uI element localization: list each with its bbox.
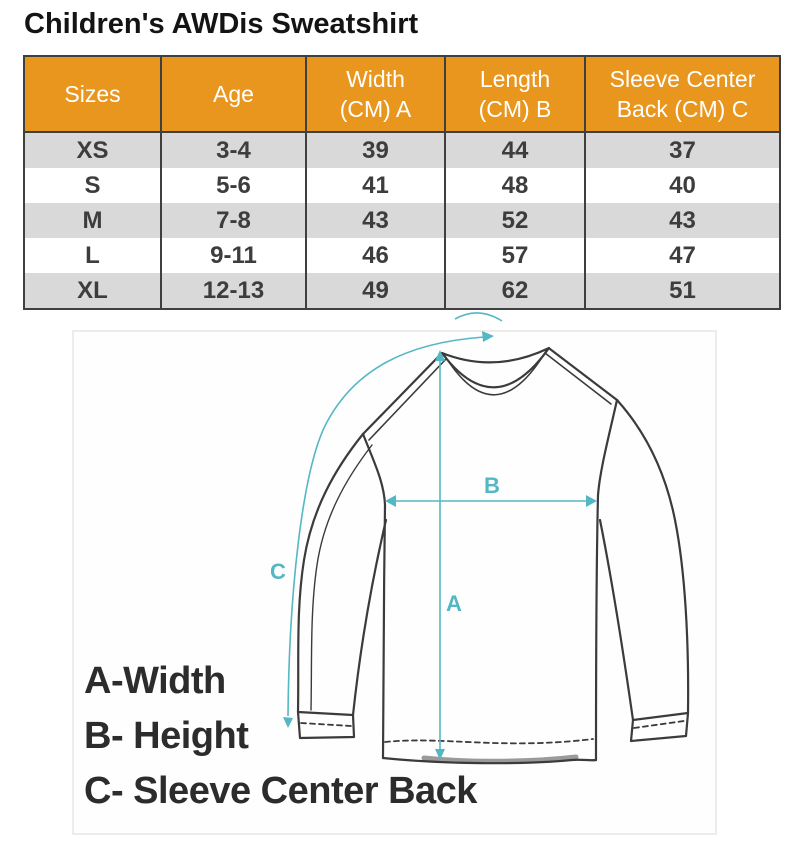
length-cell: 62 (444, 273, 585, 309)
header-cell-sizes: Sizes (24, 56, 161, 133)
measure-label-a: A (446, 591, 462, 616)
legend-line-height: B- Height (84, 715, 249, 757)
width-cell: 39 (305, 132, 445, 168)
header-label: Length (479, 66, 551, 92)
width-cell: 43 (305, 203, 445, 238)
sleeve-cell: 47 (584, 238, 780, 273)
legend-line-sleeve: C- Sleeve Center Back (84, 770, 477, 812)
header-cell-sleeve: Sleeve Center Back (CM) C (584, 56, 780, 133)
measure-line-c: C (270, 312, 503, 728)
sleeve-cell: 51 (584, 273, 780, 309)
header-label: (CM) A (339, 96, 412, 122)
size-cell: M (24, 203, 161, 238)
size-table: Sizes Age Width (CM) A Length (CM) B Sle… (23, 55, 781, 310)
sleeve-cell: 40 (584, 168, 780, 203)
sleeve-cell: 37 (584, 132, 780, 168)
table-row-l: L 9-11 46 57 47 (24, 238, 780, 273)
size-cell: XL (24, 273, 161, 309)
table-row-m: M 7-8 43 52 43 (24, 203, 780, 238)
width-cell: 46 (305, 238, 445, 273)
header-label: (CM) B (478, 96, 552, 122)
table-row-xs: XS 3-4 39 44 37 (24, 132, 780, 168)
measure-label-c: C (270, 559, 286, 584)
measure-line-a: A (435, 350, 462, 760)
age-cell: 7-8 (160, 203, 306, 238)
age-cell: 12-13 (160, 273, 306, 309)
header-cell-width: Width (CM) A (305, 56, 445, 133)
table-row-s: S 5-6 41 48 40 (24, 168, 780, 203)
measurement-legend: A-Width B- Height C- Sleeve Center Back (84, 654, 477, 819)
length-cell: 57 (444, 238, 585, 273)
header-cell-age: Age (160, 56, 306, 133)
measure-label-b: B (484, 473, 500, 498)
sweatshirt-measurement-diagram: A B C (270, 312, 690, 765)
page-title: Children's AWDis Sweatshirt (24, 8, 419, 40)
header-label: Back (CM) C (616, 96, 749, 122)
size-cell: L (24, 238, 161, 273)
legend-line-width: A-Width (84, 660, 226, 702)
header-label: Sizes (64, 81, 121, 107)
table-row-xl: XL 12-13 49 62 51 (24, 273, 780, 309)
size-cell: S (24, 168, 161, 203)
length-cell: 52 (444, 203, 585, 238)
width-cell: 41 (305, 168, 445, 203)
length-cell: 48 (444, 168, 585, 203)
header-label: Age (213, 81, 254, 107)
size-table-header-row: Sizes Age Width (CM) A Length (CM) B Sle… (24, 56, 780, 133)
age-cell: 5-6 (160, 168, 306, 203)
size-cell: XS (24, 132, 161, 168)
width-cell: 49 (305, 273, 445, 309)
header-label: Sleeve Center (609, 66, 756, 92)
header-label: Width (346, 66, 405, 92)
age-cell: 3-4 (160, 132, 306, 168)
age-cell: 9-11 (160, 238, 306, 273)
sleeve-cell: 43 (584, 203, 780, 238)
header-cell-length: Length (CM) B (444, 56, 585, 133)
length-cell: 44 (444, 132, 585, 168)
sweatshirt-outline-drawing (296, 346, 690, 765)
measure-line-b: B (385, 473, 597, 507)
